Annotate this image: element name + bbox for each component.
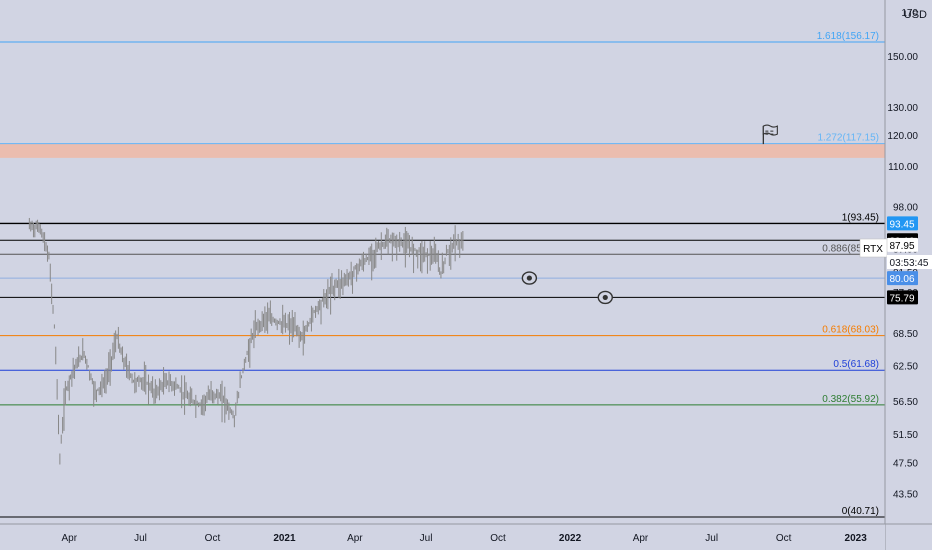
countdown-tag: 03:53:45 <box>887 255 932 269</box>
y-tick-label: 68.50 <box>893 329 918 340</box>
price-tag: 87.95 <box>887 237 918 252</box>
y-tick-label: 98.00 <box>893 203 918 214</box>
y-tick-label: 130.00 <box>887 103 918 114</box>
x-tick-label: 2021 <box>273 533 296 544</box>
fib-level-label: 0.382(55.92) <box>822 394 879 405</box>
fib-level-label: 1(93.45) <box>842 212 879 223</box>
x-tick-label: Oct <box>776 533 792 544</box>
eye-icon[interactable] <box>597 290 613 305</box>
price-tag: 80.06 <box>887 271 918 286</box>
countdown-label: 03:53:45 <box>890 258 929 269</box>
svg-text:93.45: 93.45 <box>889 219 914 230</box>
y-tick-label: 51.50 <box>893 430 918 441</box>
fib-zone-band <box>0 143 885 158</box>
y-tick-label: 56.50 <box>893 397 918 408</box>
x-tick-label: Jul <box>705 533 718 544</box>
y-tick-label: 170 <box>901 8 918 19</box>
svg-text:80.06: 80.06 <box>889 274 914 285</box>
y-tick-label: 150.00 <box>887 52 918 63</box>
fib-level-label: 1.618(156.17) <box>817 31 879 42</box>
x-tick-label: 2023 <box>845 533 868 544</box>
fib-level-label: 0.5(61.68) <box>833 359 879 370</box>
price-tag: 75.79 <box>887 290 918 305</box>
y-tick-label: 62.50 <box>893 362 918 373</box>
flag-icon[interactable] <box>762 124 778 145</box>
eye-icon[interactable] <box>521 271 538 285</box>
x-tick-label: Apr <box>347 533 363 544</box>
x-tick-label: Apr <box>61 533 77 544</box>
x-tick-label: Oct <box>490 533 506 544</box>
y-tick-label: 43.50 <box>893 490 918 501</box>
svg-text:87.95: 87.95 <box>889 241 914 252</box>
symbol-label: RTX <box>863 244 883 255</box>
svg-text:75.79: 75.79 <box>889 293 914 304</box>
x-tick-label: 2022 <box>559 533 582 544</box>
y-tick-label: 110.00 <box>888 162 918 173</box>
x-axis-panel[interactable] <box>0 524 885 550</box>
symbol-tag: RTX <box>859 238 888 258</box>
x-tick-label: Jul <box>134 533 147 544</box>
x-tick-label: Apr <box>633 533 649 544</box>
fib-level-label: 1.272(117.15) <box>817 133 879 144</box>
price-tag: 93.45 <box>887 216 918 231</box>
fib-level-label: 0.618(68.03) <box>822 325 879 336</box>
y-tick-label: 120.00 <box>887 131 918 142</box>
x-tick-label: Oct <box>205 533 221 544</box>
x-tick-label: Jul <box>420 533 433 544</box>
fib-level-label: 0.886(85.63) <box>822 243 879 254</box>
currency-label: USD <box>904 9 927 21</box>
fib-level-label: 0(40.71) <box>842 506 879 517</box>
y-tick-label: 47.50 <box>893 459 918 470</box>
